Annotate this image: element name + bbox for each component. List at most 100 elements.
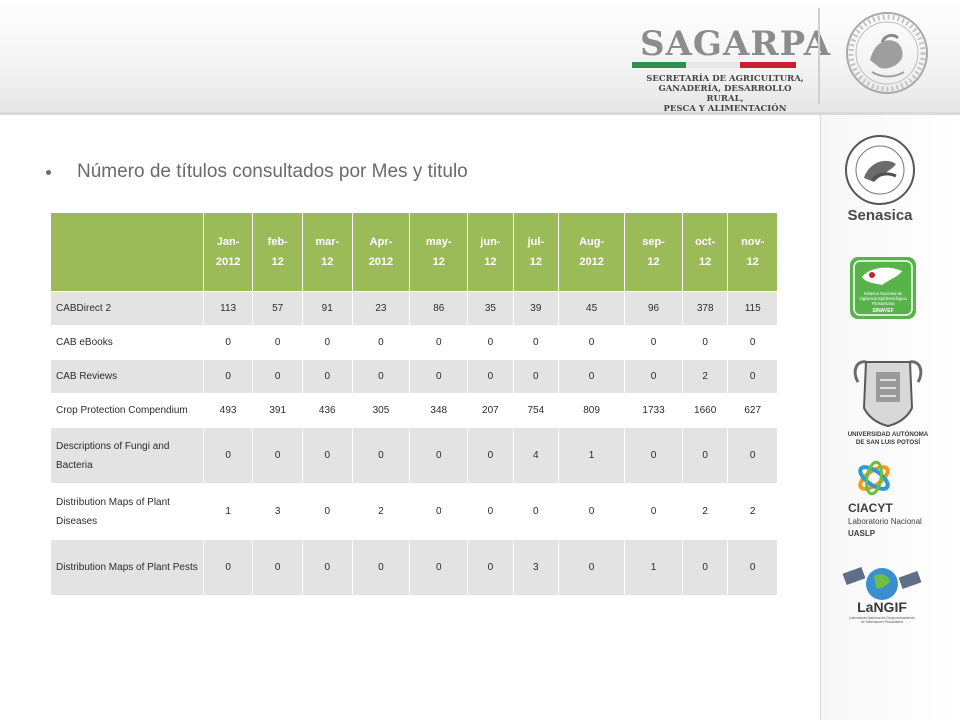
sinavef-logo-icon: Sistema Nacional de Vigilancia Epidemiol…: [850, 257, 916, 319]
month-header: may- 12: [409, 212, 469, 292]
value-cell: 0: [252, 427, 303, 484]
value-cell: 113: [202, 291, 254, 326]
value-cell: 436: [301, 393, 353, 428]
table-row: Distribution Maps of Plant Diseases 1 3 0 2 0…: [50, 483, 778, 540]
langif-line: de Información Fitosanitaria: [861, 620, 903, 624]
uaslp-line: DE SAN LUIS POTOSÍ: [856, 438, 920, 446]
sinavef-line: Fitosanitaria: [872, 301, 895, 306]
value-cell: 0: [202, 325, 254, 360]
value-cell: 0: [301, 539, 353, 596]
brand-subtitle-line: PESCA Y ALIMENTACIÓN: [663, 104, 787, 114]
brand-subtitle: SECRETARÍA DE AGRICULTURA, GANADERÍA, DE…: [640, 74, 810, 114]
month-header: nov- 12: [727, 212, 778, 292]
table-row: Distribution Maps of Plant Pests 0 0 0 0 0 0 3 0…: [50, 539, 778, 596]
value-cell: 4: [512, 427, 560, 484]
value-cell: 2: [681, 359, 729, 394]
value-cell: 96: [624, 291, 683, 326]
row-title-cell: CAB Reviews: [50, 359, 204, 394]
value-cell: 0: [409, 325, 469, 360]
value-cell: 0: [681, 325, 729, 360]
ciacyt-line: Laboratorio Nacional: [848, 517, 922, 526]
value-cell: 0: [681, 427, 729, 484]
value-cell: 0: [624, 359, 683, 394]
value-cell: 0: [624, 483, 683, 540]
value-cell: 115: [727, 291, 778, 326]
sagarpa-logo: SAGARPA SECRETARÍA DE AGRICULTURA, GANAD…: [632, 24, 830, 114]
header-corner: [50, 212, 204, 292]
month-header: jul- 12: [512, 212, 560, 292]
table-row: CAB Reviews 0 0 0 0 0 0 0 0 0 2 0: [50, 359, 778, 394]
ciacyt-logo-icon: CIACYT Laboratorio Nacional UASLP: [848, 460, 922, 538]
value-cell: 0: [467, 483, 514, 540]
langif-line: Laboratorio Nacional de Geoprocesamiento: [849, 616, 915, 620]
value-cell: 0: [558, 359, 626, 394]
sinavef-line: Sistema Nacional de: [864, 291, 903, 296]
value-cell: 754: [512, 393, 560, 428]
value-cell: 0: [558, 483, 626, 540]
row-title-cell: Distribution Maps of Plant Pests: [50, 539, 204, 596]
value-cell: 378: [681, 291, 729, 326]
value-cell: 2: [351, 483, 411, 540]
value-cell: 1733: [624, 393, 683, 428]
row-title-cell: Crop Protection Compendium: [50, 393, 204, 428]
value-cell: 0: [558, 539, 626, 596]
header-divider: [818, 8, 820, 104]
value-cell: 0: [301, 359, 353, 394]
titles-by-month-table: Jan- 2012 feb- 12 mar- 12 Apr- 2012 may- 12 j…: [50, 212, 778, 596]
table-body: CABDirect 2 113 57 91 23 86 35 39 45 96 378 115 CAB …: [50, 291, 778, 596]
flag-stripes-icon: [632, 62, 796, 68]
value-cell: 1: [202, 483, 254, 540]
month-header: oct- 12: [681, 212, 729, 292]
brand-subtitle-line: SECRETARÍA DE AGRICULTURA,: [646, 74, 804, 84]
value-cell: 0: [409, 483, 469, 540]
month-header: Aug- 2012: [558, 212, 626, 292]
value-cell: 0: [409, 427, 469, 484]
month-header: Jan- 2012: [202, 212, 254, 292]
value-cell: 207: [467, 393, 514, 428]
value-cell: 0: [624, 325, 683, 360]
value-cell: 2: [681, 483, 729, 540]
month-header: Apr- 2012: [351, 212, 411, 292]
table-row: Crop Protection Compendium 493 391 436 305 34…: [50, 393, 778, 428]
row-title-cell: Distribution Maps of Plant Diseases: [50, 483, 204, 540]
month-header: feb- 12: [252, 212, 303, 292]
uaslp-logo-icon: UNIVERSIDAD AUTÓNOMA DE SAN LUIS POTOSÍ: [848, 360, 929, 446]
value-cell: 35: [467, 291, 514, 326]
value-cell: 1: [624, 539, 683, 596]
value-cell: 0: [252, 539, 303, 596]
value-cell: 0: [351, 359, 411, 394]
value-cell: 0: [512, 325, 560, 360]
value-cell: 493: [202, 393, 254, 428]
value-cell: 305: [351, 393, 411, 428]
value-cell: 39: [512, 291, 560, 326]
value-cell: 3: [252, 483, 303, 540]
value-cell: 0: [202, 427, 254, 484]
row-title-cell: CABDirect 2: [50, 291, 204, 326]
value-cell: 0: [351, 427, 411, 484]
senasica-label: Senasica: [847, 207, 913, 224]
value-cell: 0: [252, 359, 303, 394]
value-cell: 0: [202, 359, 254, 394]
value-cell: 0: [351, 325, 411, 360]
month-header: mar- 12: [301, 212, 353, 292]
value-cell: 0: [467, 325, 514, 360]
value-cell: 0: [301, 427, 353, 484]
value-cell: 391: [252, 393, 303, 428]
value-cell: 86: [409, 291, 469, 326]
value-cell: 0: [727, 539, 778, 596]
header-rule: [0, 112, 960, 115]
value-cell: 0: [301, 483, 353, 540]
slide-title: Número de títulos consultados por Mes y …: [77, 161, 468, 182]
value-cell: 3: [512, 539, 560, 596]
value-cell: 0: [727, 427, 778, 484]
value-cell: 0: [202, 539, 254, 596]
bullet-icon: [46, 169, 51, 175]
value-cell: 0: [301, 325, 353, 360]
value-cell: 0: [467, 359, 514, 394]
value-cell: 0: [727, 325, 778, 360]
estados-unidos-mexicanos-seal-icon: [846, 12, 928, 94]
langif-label: LaNGIF: [857, 599, 907, 615]
value-cell: 91: [301, 291, 353, 326]
value-cell: 0: [512, 483, 560, 540]
table-row: CABDirect 2 113 57 91 23 86 35 39 45 96 378 115: [50, 291, 778, 326]
